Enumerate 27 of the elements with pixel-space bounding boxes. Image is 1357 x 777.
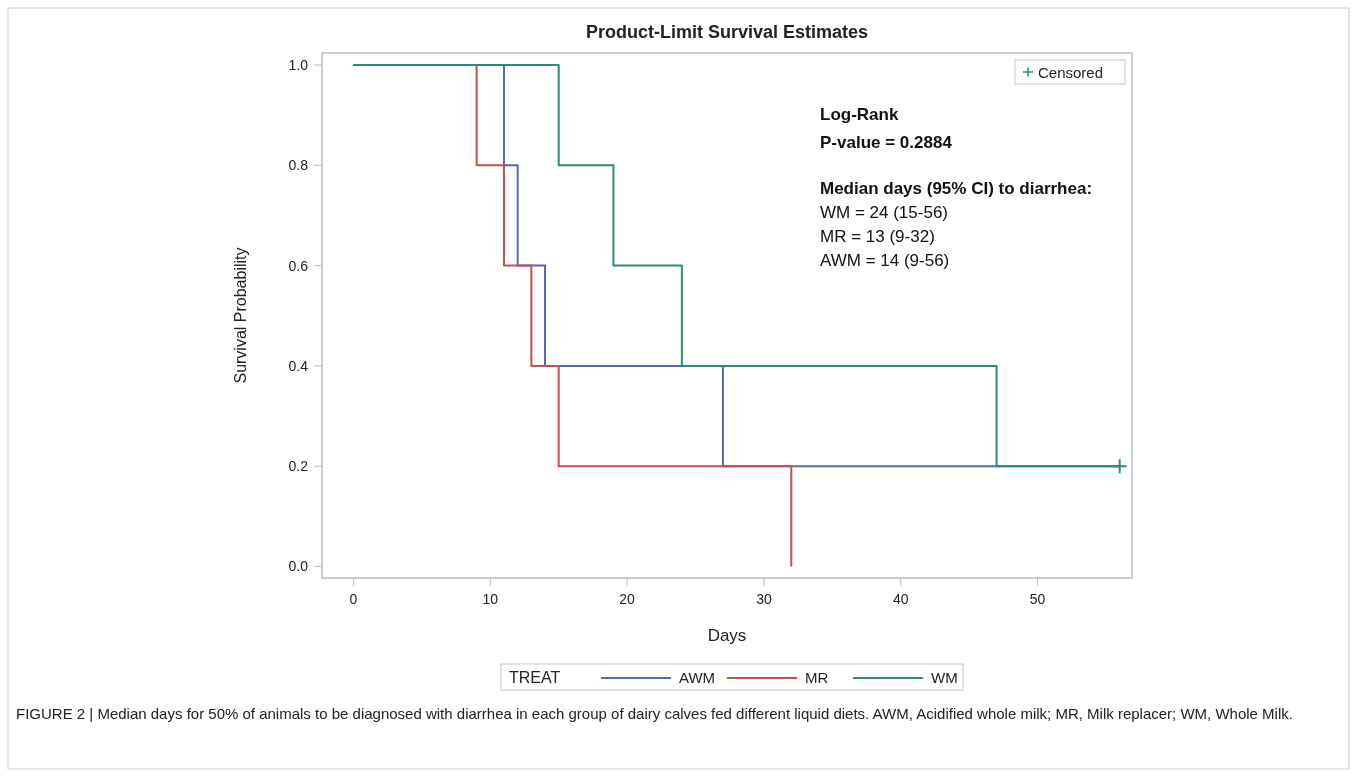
legend-title: TREAT [509, 669, 561, 686]
y-tick-label: 1.0 [288, 57, 309, 74]
y-tick-label: 0.6 [288, 257, 309, 274]
legend-label: MR [805, 669, 829, 686]
annotation: MR = 13 (9-32) [820, 227, 935, 246]
legend-label: AWM [679, 669, 716, 686]
y-tick-label: 0.2 [288, 458, 309, 475]
annotation: Median days (95% CI) to diarrhea: [820, 179, 1093, 198]
annotation: P-value = 0.2884 [820, 133, 953, 152]
y-tick-label: 0.4 [288, 357, 309, 374]
chart-title: Product-Limit Survival Estimates [585, 22, 869, 42]
caption: FIGURE 2 | Median days for 50% of animals to be diagnosed with diarrhea in each group of dairy calves fed different liquid diets. AWM, Acidified whole milk; MR, Milk replacer; WM, Whole Milk. [16, 704, 1294, 724]
legend-label: WM [931, 669, 958, 686]
x-tick-label: 30 [756, 591, 772, 607]
x-tick-label: 40 [892, 591, 909, 607]
annotation: AWM = 14 (9-56) [820, 251, 950, 270]
x-axis-title: Days [707, 626, 747, 645]
x-tick-label: 10 [482, 591, 499, 607]
x-tick-label: 50 [1029, 591, 1046, 607]
x-tick-label: 20 [619, 591, 636, 607]
y-tick-label: 0.0 [288, 558, 309, 575]
annotation: Log-Rank [820, 105, 899, 124]
annotation: WM = 24 (15-56) [820, 203, 949, 222]
y-axis-title: Survival Probability [232, 247, 249, 384]
legend-label: Censored [1038, 64, 1104, 81]
y-tick-label: 0.8 [288, 157, 309, 174]
x-tick-label: 0 [349, 591, 358, 607]
